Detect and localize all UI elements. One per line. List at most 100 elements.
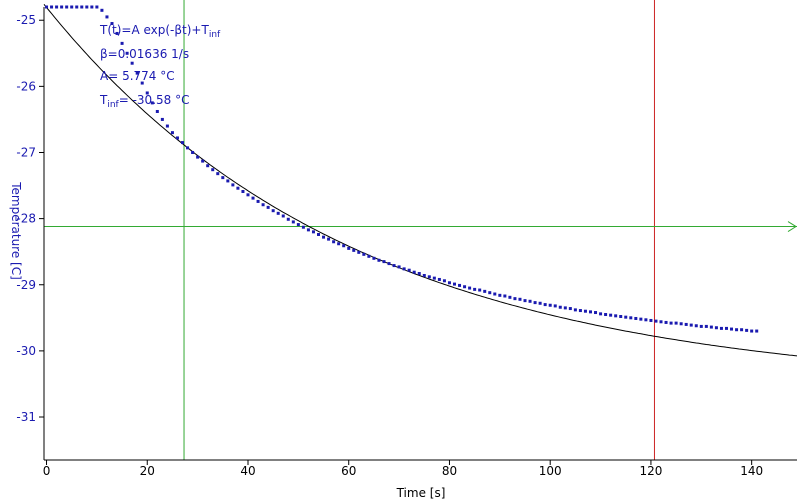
data-point [397,265,401,269]
data-point [55,5,59,9]
data-point [347,246,351,250]
data-point [407,268,411,272]
data-point [523,299,527,303]
data-point [286,217,290,221]
data-point [65,5,69,9]
data-point [105,15,109,19]
data-point [634,316,638,320]
data-point [100,8,104,12]
data-point [699,324,703,328]
annotation-part: = -30.58 °C [119,93,190,107]
data-point [719,326,723,330]
y-axis-label: Temperature [C] [9,181,23,280]
data-point [231,183,235,187]
x-tick-label: 40 [240,464,255,478]
data-point [588,310,592,314]
data-point [745,328,749,332]
data-point [276,211,280,215]
data-point [387,262,391,266]
data-point [296,223,300,227]
data-point [619,314,623,318]
data-point [654,319,658,323]
data-point [543,303,547,307]
data-point [140,81,144,85]
axes [43,7,797,461]
data-point [221,176,225,180]
data-point [604,313,608,317]
data-point [669,321,673,325]
data-point [594,311,598,315]
data-point [256,199,260,203]
data-point [644,318,648,322]
data-point [609,313,613,317]
data-point [629,316,633,320]
data-point [201,159,205,163]
data-point [447,281,451,285]
data-points-layer [45,5,759,333]
data-point [311,230,315,234]
data-point [639,317,643,321]
data-point [674,321,678,325]
data-point [735,328,739,332]
annotation-amp: A= 5.774 °C [100,69,175,83]
data-point [437,277,441,281]
data-point [417,272,421,276]
data-point [422,273,426,277]
data-point [578,309,582,313]
data-point [135,71,139,75]
data-point [266,205,270,209]
data-point [301,225,305,229]
data-point [322,235,326,239]
y-tick-label: -30 [16,344,36,358]
data-point [493,292,497,296]
y-tick-label: -28 [16,212,36,226]
x-tick-label: 100 [539,464,562,478]
data-point [538,301,542,305]
data-point [528,299,532,303]
cursor-arrow-icon [787,221,797,232]
data-point [442,279,446,283]
data-point [241,190,245,194]
data-point [90,5,94,9]
data-point [206,164,210,168]
data-point [170,131,174,135]
data-point [281,214,285,218]
data-point [377,258,381,262]
data-point [352,248,356,252]
data-point [236,186,240,190]
data-point [478,288,482,292]
data-point [155,109,159,113]
data-point [483,289,487,293]
x-tick-label: 60 [341,464,356,478]
data-point [95,5,99,9]
data-point [251,196,255,200]
data-point [664,320,668,324]
data-point [337,242,341,246]
data-point [498,293,502,297]
x-tick-label: 20 [140,464,155,478]
data-point [165,124,169,128]
data-point [367,254,371,258]
data-point [175,136,179,140]
data-point [186,146,190,150]
data-point [211,168,215,172]
data-point [689,323,693,327]
data-point [730,327,734,331]
data-point [599,312,603,316]
data-point [332,240,336,244]
annotation-part: inf [107,100,119,110]
x-tick-label: 0 [43,464,51,478]
data-point [246,193,250,197]
data-point [679,322,683,326]
data-point [427,275,431,279]
data-point [533,301,537,305]
data-point [191,150,195,154]
data-point [125,51,129,55]
data-point [60,5,64,9]
data-point [750,329,754,333]
data-point [518,297,522,301]
data-point [624,315,628,319]
data-point [115,31,119,35]
data-point [261,203,265,207]
